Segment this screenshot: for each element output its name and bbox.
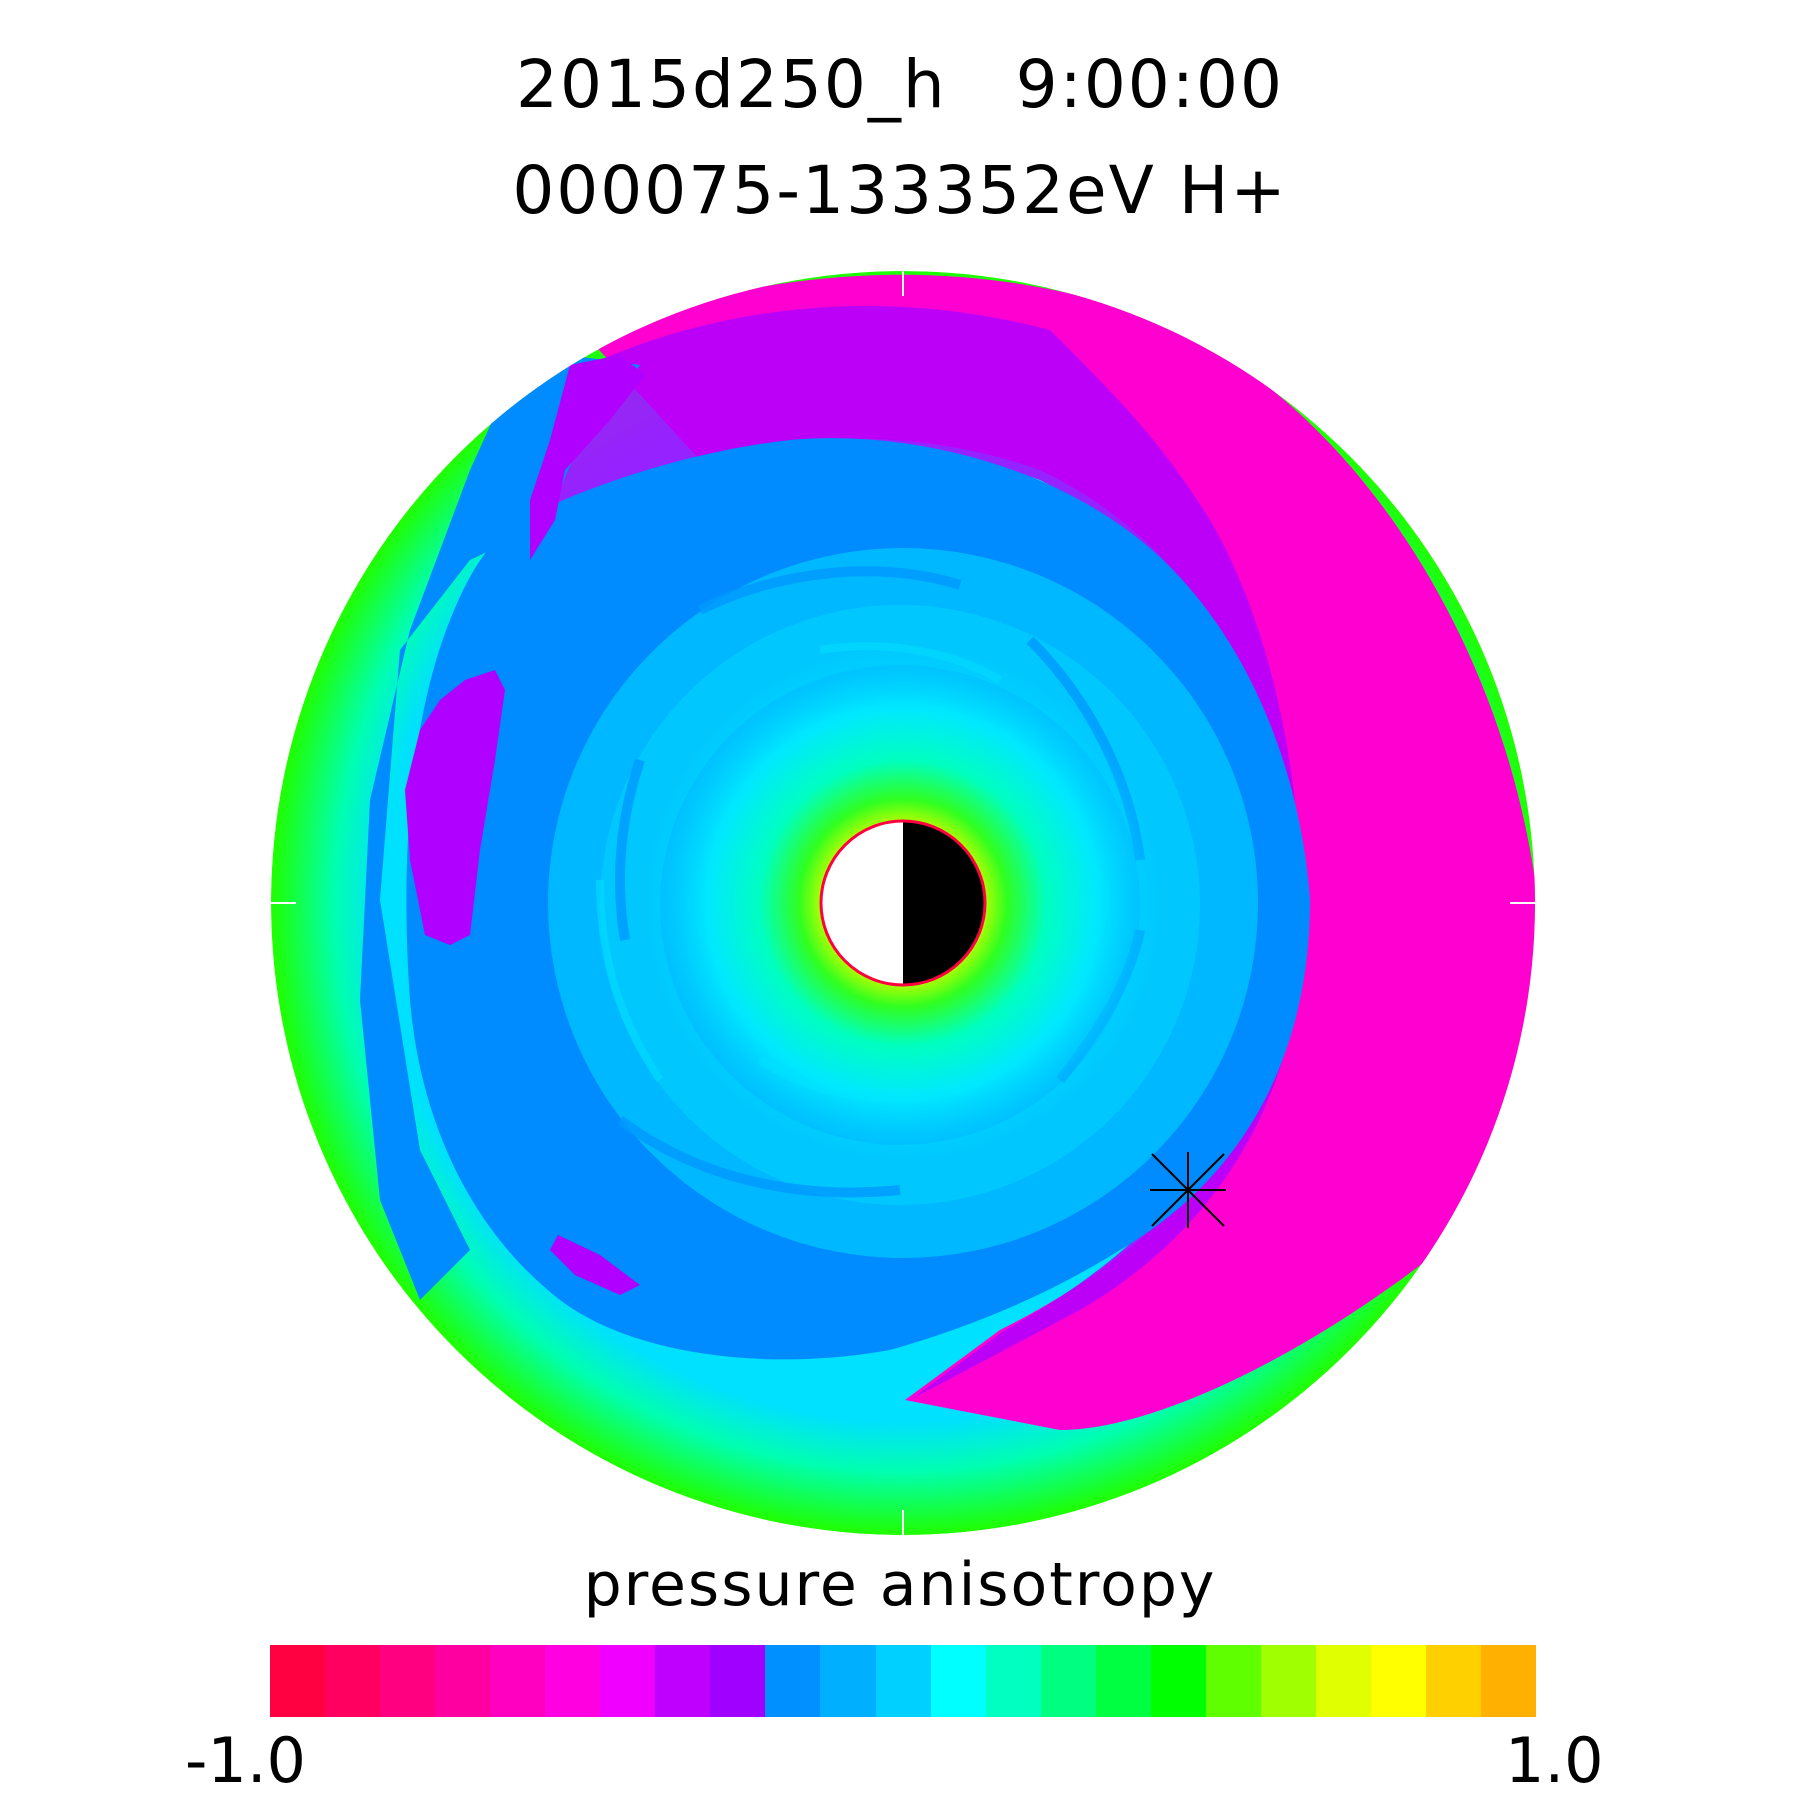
purple-island-south [550,1235,640,1295]
colorbar-segment [1425,1645,1482,1717]
purple-island-west [405,670,505,945]
colorbar-segment [820,1645,876,1717]
colorbar-segment [545,1645,601,1717]
colorbar-segment [1481,1645,1537,1717]
colorbar-segment [1095,1645,1151,1717]
purple-island-north [530,355,645,560]
chart-subtitle: 000075-133352eV H+ [512,152,1288,229]
earth-icon [819,819,987,987]
colorbar-segment [435,1645,491,1717]
colorbar-segment [380,1645,436,1717]
colorbar-segment [1040,1645,1096,1717]
colorbar-segment [930,1645,986,1717]
chart-title: 2015d250_h 9:00:00 [515,46,1285,123]
colorbar-segment [710,1645,766,1717]
colorbar-min-label: -1.0 [185,1724,306,1797]
colorbar-label: pressure anisotropy [583,1550,1217,1620]
spacecraft-asterisk-icon [1150,1152,1226,1228]
colorbar-segment [600,1645,656,1717]
colorbar-segment [1205,1645,1261,1717]
colorbar-segment [985,1645,1041,1717]
colorbar [270,1645,1537,1717]
colorbar-segment [875,1645,931,1717]
axis-ticks [271,271,1535,1535]
colorbar-segment [765,1645,821,1717]
colorbar-segment [325,1645,381,1717]
colorbar-segment [1260,1645,1316,1717]
colorbar-segment [490,1645,546,1717]
colorbar-segment [1150,1645,1206,1717]
colorbar-segment [655,1645,711,1717]
colorbar-segment [1370,1645,1426,1717]
colorbar-max-label: 1.0 [1505,1724,1604,1797]
colorbar-segment [1315,1645,1371,1717]
outer-ring-dusk [590,274,1535,1430]
colorbar-segment [270,1645,326,1717]
